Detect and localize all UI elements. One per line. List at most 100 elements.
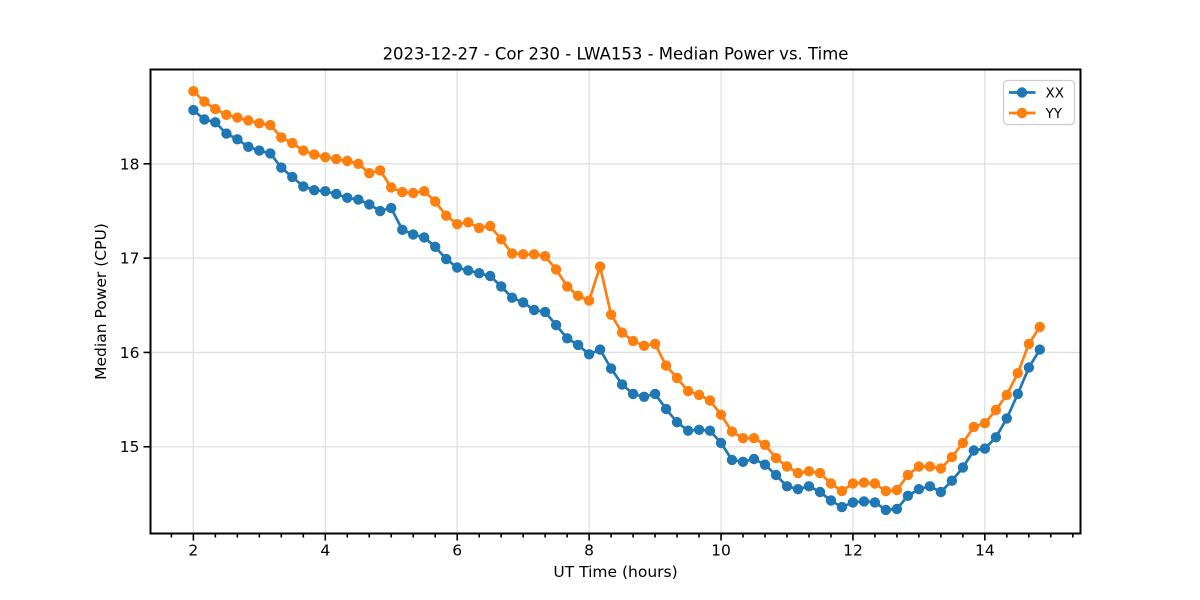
- y-tick-label: 15: [120, 438, 140, 456]
- series-yy-marker: [353, 158, 364, 169]
- y-tick-label: 18: [120, 155, 140, 173]
- series-yy-marker: [254, 118, 265, 129]
- series-yy-marker: [518, 249, 529, 260]
- series-xx-marker: [1001, 413, 1012, 424]
- series-xx-marker: [913, 484, 925, 495]
- series-xx-marker: [419, 232, 430, 243]
- x-tick-label: 12: [843, 542, 863, 560]
- series-yy-marker: [726, 426, 738, 437]
- series-xx-marker: [627, 388, 639, 400]
- series-xx-marker: [693, 424, 705, 435]
- series-yy-marker: [715, 409, 727, 420]
- series-xx-marker: [715, 437, 727, 449]
- series-xx-marker: [386, 202, 397, 214]
- series-yy-marker: [979, 418, 991, 429]
- series-yy-marker: [276, 132, 287, 143]
- series-yy-marker: [309, 149, 320, 160]
- legend-marker-xx: [1016, 87, 1028, 98]
- series-xx-marker: [397, 224, 408, 235]
- series-xx-marker: [957, 462, 969, 473]
- x-tick-label: 8: [584, 542, 594, 560]
- series-xx-marker: [682, 425, 694, 436]
- series-yy-marker: [232, 112, 243, 123]
- series-yy-marker: [682, 385, 694, 397]
- series-yy-marker: [847, 478, 859, 489]
- series-xx-marker: [287, 171, 298, 183]
- series-xx-marker: [518, 297, 529, 308]
- x-axis-label: UT Time (hours): [553, 563, 677, 581]
- series-yy-marker: [1012, 368, 1023, 379]
- series-xx-marker: [990, 432, 1002, 443]
- series-xx-marker: [759, 459, 771, 470]
- series-yy-marker: [869, 478, 881, 489]
- series-yy-marker: [638, 340, 650, 351]
- series-yy-marker: [616, 327, 628, 338]
- series-yy-marker: [627, 335, 639, 347]
- series-xx-marker: [1034, 344, 1046, 355]
- series-xx-marker: [529, 304, 540, 316]
- series-yy-marker: [792, 467, 804, 479]
- series-yy-marker: [298, 145, 309, 156]
- series-xx-marker: [825, 495, 837, 506]
- series-yy-marker: [594, 261, 606, 272]
- series-yy-marker: [649, 338, 661, 350]
- series-yy-marker: [671, 372, 683, 384]
- series-yy-marker: [880, 485, 892, 497]
- series-yy-marker: [693, 389, 705, 401]
- series-xx-marker: [550, 319, 562, 331]
- series-xx-marker: [572, 339, 584, 351]
- series-yy-marker: [562, 281, 573, 292]
- series-yy-marker: [452, 219, 463, 230]
- series-yy-marker: [474, 222, 485, 234]
- series-xx: [188, 104, 1046, 516]
- legend-entry-yy: YY: [1009, 106, 1063, 122]
- series-xx-marker: [869, 497, 881, 508]
- series-xx-marker: [616, 379, 628, 390]
- series-xx-marker: [770, 469, 782, 481]
- series-yy-marker: [243, 115, 254, 126]
- series-yy-marker: [748, 433, 760, 444]
- legend-label-yy: YY: [1045, 106, 1063, 122]
- series-xx-marker: [375, 205, 386, 217]
- series-xx-marker: [364, 199, 375, 210]
- series-xx-marker: [243, 141, 254, 152]
- series-xx-marker: [331, 188, 342, 200]
- series-yy-marker: [770, 452, 782, 464]
- series-yy-marker: [386, 182, 397, 193]
- series-yy-marker: [891, 484, 903, 496]
- legend: XX YY: [1002, 79, 1076, 126]
- series-xx-marker: [188, 104, 199, 116]
- series-xx-marker: [704, 425, 716, 436]
- series-xx-marker: [748, 453, 760, 465]
- series-xx-marker: [737, 456, 749, 467]
- series-yy-marker: [1001, 389, 1012, 401]
- y-tick-label: 16: [120, 344, 140, 362]
- series-xx-marker: [430, 241, 441, 252]
- grid-lines: [150, 69, 1081, 534]
- x-tick-label: 4: [320, 542, 330, 560]
- series-yy-marker: [397, 186, 408, 198]
- chart-title: 2023-12-27 - Cor 230 - LWA153 - Median P…: [383, 45, 849, 64]
- series-yy-marker: [320, 152, 331, 163]
- series-yy-marker: [342, 155, 353, 167]
- series-xx-marker: [342, 192, 353, 203]
- series-yy: [188, 86, 1046, 497]
- series-xx-marker: [539, 306, 551, 318]
- series-yy-marker: [265, 119, 276, 131]
- series-xx-marker: [649, 388, 661, 400]
- series-xx-marker: [935, 486, 947, 498]
- y-axis-label: Median Power (CPU): [92, 223, 110, 380]
- series-xx-marker: [1023, 362, 1035, 373]
- series-yy-marker: [419, 186, 430, 197]
- series-xx-marker: [298, 181, 309, 192]
- series-yy-marker: [364, 168, 375, 179]
- series-yy-line: [192, 89, 1042, 493]
- series-xx-marker: [309, 185, 320, 196]
- series-xx-marker: [924, 481, 936, 492]
- series-xx-marker: [199, 114, 210, 125]
- series-xx-marker: [836, 501, 848, 513]
- series-xx-marker: [594, 344, 606, 355]
- series-yy-marker: [210, 103, 221, 115]
- series-xx-marker: [814, 486, 826, 498]
